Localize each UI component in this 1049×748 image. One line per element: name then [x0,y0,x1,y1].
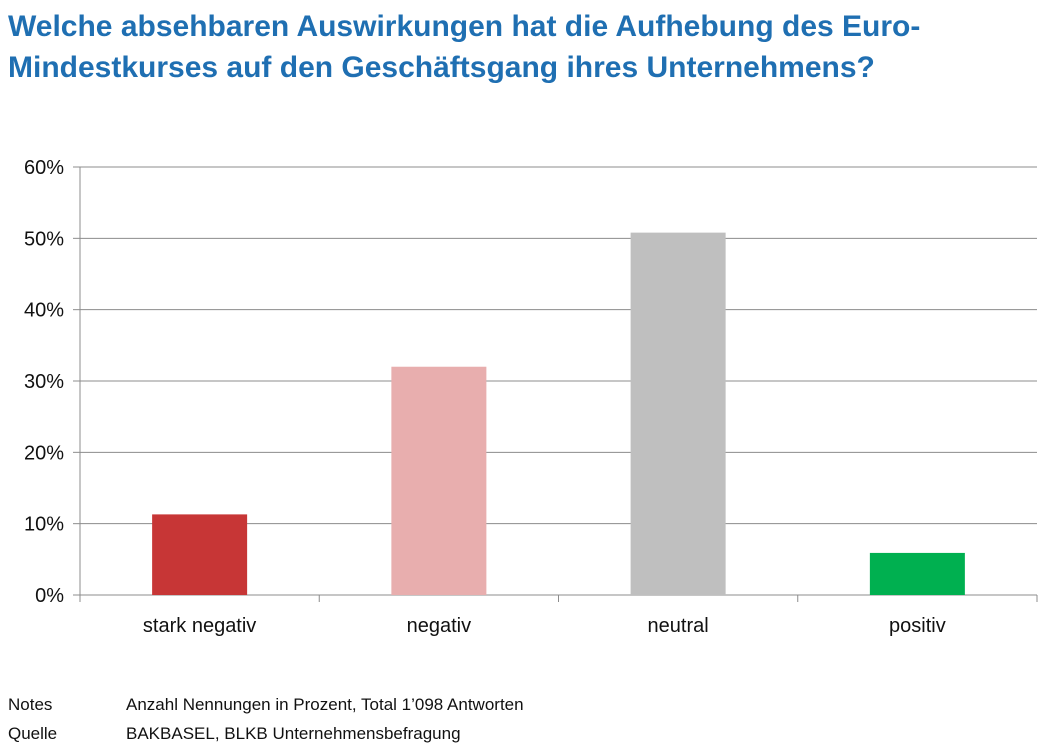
x-category-label: stark negativ [143,615,256,637]
notes-label: Notes [8,694,53,714]
bar [630,232,726,596]
bar [869,552,965,595]
source-text: BAKBASEL, BLKB Unternehmensbefragung [126,723,461,743]
y-tick-label: 10% [24,514,64,536]
y-tick-label: 40% [24,300,64,322]
x-category-label: neutral [648,615,709,637]
notes-text: Anzahl Nennungen in Prozent, Total 1’098… [126,694,524,714]
bar-chart: 0% 10% 20% 30% 40% 50% 60% stark negativ negativ… [24,157,1038,637]
bar [152,514,248,595]
y-tick-label: 0% [35,585,64,607]
x-category-label: positiv [889,615,946,637]
x-category-label: negativ [407,615,472,637]
bar [391,366,487,595]
y-tick-label: 60% [24,157,64,179]
source-row: Quelle BAKBASEL, BLKB Unternehmensbefrag… [8,719,908,748]
notes-row: Notes Anzahl Nennungen in Prozent, Total… [8,690,908,719]
chart-notes: Notes Anzahl Nennungen in Prozent, Total… [8,690,908,748]
y-tick-label: 20% [24,442,64,464]
y-tick-label: 50% [24,228,64,250]
chart-title: Welche absehbaren Auswirkungen hat die A… [8,10,921,84]
y-tick-label: 30% [24,371,64,393]
source-label: Quelle [8,723,58,743]
